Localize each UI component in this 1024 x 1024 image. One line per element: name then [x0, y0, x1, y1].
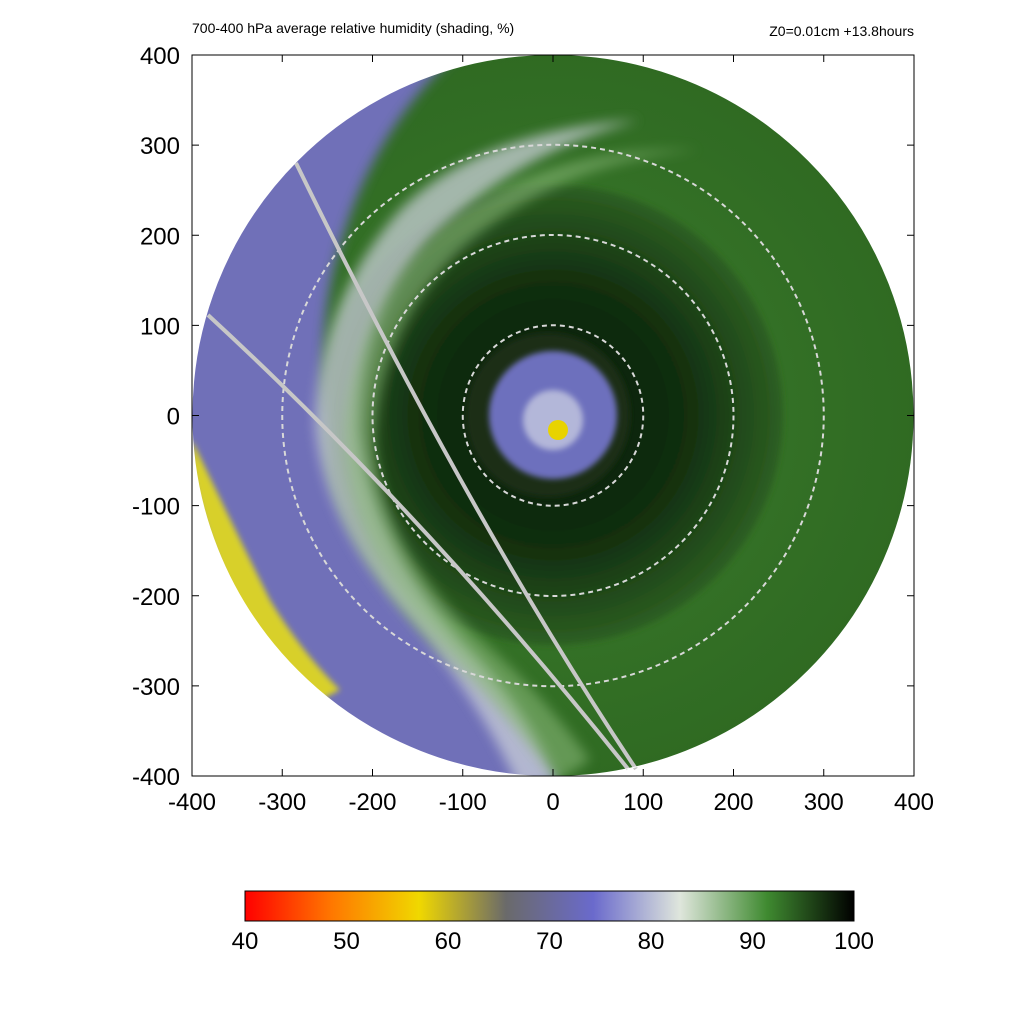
colorbar: 40 50 60 70 80 90 100	[232, 890, 874, 955]
humidity-field	[192, 54, 914, 777]
y-tick-label: 300	[140, 133, 180, 160]
x-tick-label: 100	[623, 789, 663, 816]
y-tick-label: 0	[167, 404, 180, 431]
moist-fringe	[345, 149, 700, 777]
x-tick-label: 0	[546, 789, 559, 816]
x-tick-label: -400	[168, 789, 216, 816]
colorbar-tick-label: 90	[739, 928, 766, 955]
y-tick-label: 100	[140, 313, 180, 340]
range-rings	[281, 143, 825, 688]
x-tick-label: -100	[439, 789, 487, 816]
colorbar-gradient	[244, 890, 855, 922]
x-tick-label: -200	[348, 789, 396, 816]
x-tick-label: 300	[804, 789, 844, 816]
colorbar-tick-label: 80	[638, 928, 665, 955]
y-tick-label: -200	[132, 584, 180, 611]
colorbar-tick-label: 60	[435, 928, 462, 955]
range-ring	[461, 324, 645, 507]
eye-center-marker	[548, 420, 568, 440]
y-tick-label: -400	[132, 764, 180, 791]
range-ring	[281, 143, 825, 688]
flight-tracks	[206, 162, 638, 771]
x-tick-label: 400	[894, 789, 934, 816]
colorbar-tick-label: 70	[536, 928, 563, 955]
colorbar-ticks: 40 50 60 70 80 90 100	[232, 928, 874, 955]
y-tick-label: -100	[132, 494, 180, 521]
x-tick-label: -300	[258, 789, 306, 816]
very-dry-band	[192, 440, 340, 705]
colorbar-tick-label: 50	[333, 928, 360, 955]
y-tick-label: -300	[132, 674, 180, 701]
x-axis: -400 -300 -200 -100 0 100 200 300 400	[168, 55, 934, 816]
chart-title: 700-400 hPa average relative humidity (s…	[192, 20, 514, 36]
y-tick-label: 200	[140, 223, 180, 250]
y-tick-label: 400	[140, 43, 180, 70]
colorbar-tick-label: 40	[232, 928, 259, 955]
colorbar-tick-label: 100	[834, 928, 874, 955]
x-tick-label: 200	[713, 789, 753, 816]
y-axis: 400 300 200 100 0 -100 -200 -300 -400	[132, 43, 914, 791]
range-ring	[371, 234, 735, 597]
chart-subtitle: Z0=0.01cm +13.8hours	[769, 23, 914, 39]
